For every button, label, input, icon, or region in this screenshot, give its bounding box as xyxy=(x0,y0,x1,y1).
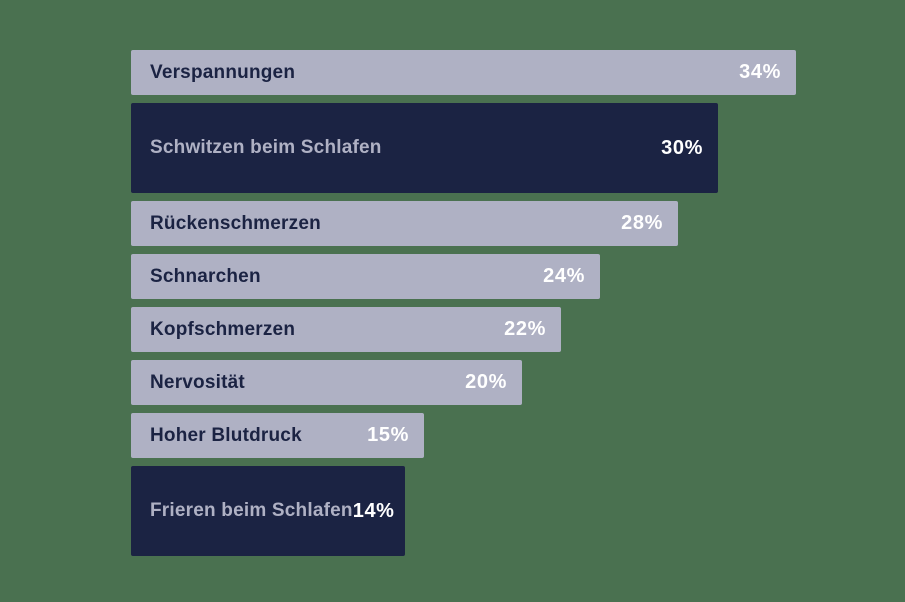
bar-category-label: Nervosität xyxy=(150,371,245,393)
bar-category-label: Hoher Blutdruck xyxy=(150,424,302,446)
bar-row: Hoher Blutdruck 15% xyxy=(131,413,424,458)
bar-value-label: 30% xyxy=(661,136,703,159)
bar-row: Rückenschmerzen 28% xyxy=(131,201,678,246)
bar-category-label: Rückenschmerzen xyxy=(150,212,321,234)
bar-row: Nervosität 20% xyxy=(131,360,522,405)
bar-value-label: 28% xyxy=(621,212,663,234)
bar-category-label: Kopfschmerzen xyxy=(150,318,296,340)
bar-value-label: 14% xyxy=(352,499,395,522)
bar-row: Schwitzen beim Schlafen 30% xyxy=(131,103,718,193)
bar-value-label: 20% xyxy=(465,371,507,393)
bar-value-label: 15% xyxy=(367,424,409,446)
bar-chart: Verspannungen 34% Schwitzen beim Schlafe… xyxy=(131,50,796,556)
bar-row: Schnarchen 24% xyxy=(131,254,600,299)
bar-category-label: Frieren beim Schlafen xyxy=(150,500,353,521)
bar-value-label: 24% xyxy=(543,265,585,287)
bar-row: Verspannungen 34% xyxy=(131,50,796,95)
bar-category-label: Verspannungen xyxy=(150,61,296,83)
bar-row: Kopfschmerzen 22% xyxy=(131,307,561,352)
bar-category-label: Schnarchen xyxy=(150,265,261,287)
bar-row: Frieren beim Schlafen 14% xyxy=(131,466,405,556)
bar-value-label: 34% xyxy=(739,61,781,83)
bar-value-label: 22% xyxy=(504,318,546,340)
bar-category-label: Schwitzen beim Schlafen xyxy=(150,137,382,158)
